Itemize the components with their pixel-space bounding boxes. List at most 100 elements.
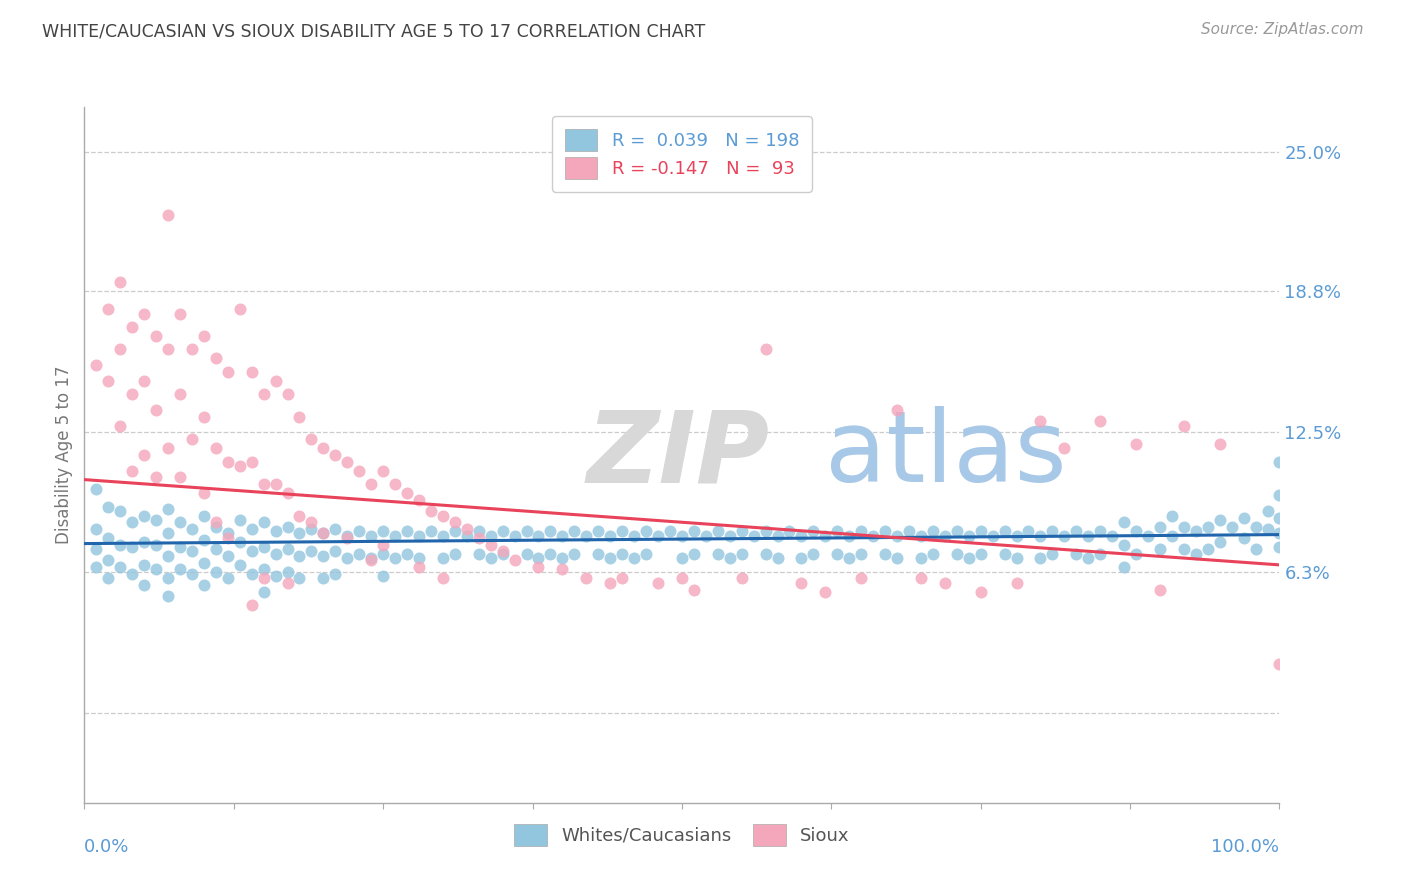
- Point: [1173, 520, 1195, 534]
- Point: [301, 432, 323, 446]
- Text: atlas: atlas: [825, 407, 1067, 503]
- Point: [612, 524, 634, 539]
- Point: [312, 571, 335, 585]
- Point: [169, 470, 191, 484]
- Point: [253, 540, 276, 554]
- Point: [360, 553, 382, 567]
- Point: [349, 524, 371, 539]
- Point: [527, 551, 550, 566]
- Point: [838, 551, 860, 566]
- Point: [217, 455, 239, 469]
- Point: [479, 538, 502, 552]
- Point: [479, 551, 502, 566]
- Point: [264, 477, 287, 491]
- Point: [946, 547, 969, 561]
- Text: ZIP: ZIP: [586, 407, 769, 503]
- Point: [432, 551, 454, 566]
- Point: [181, 522, 204, 536]
- Point: [540, 524, 562, 539]
- Point: [1185, 524, 1208, 539]
- Point: [1137, 529, 1160, 543]
- Point: [360, 551, 382, 566]
- Point: [647, 575, 669, 590]
- Point: [97, 571, 120, 585]
- Point: [264, 374, 287, 388]
- Point: [229, 301, 252, 316]
- Point: [1209, 513, 1232, 527]
- Point: [97, 374, 120, 388]
- Point: [707, 547, 730, 561]
- Point: [922, 524, 945, 539]
- Point: [121, 515, 143, 529]
- Point: [145, 329, 167, 343]
- Point: [731, 571, 754, 585]
- Point: [444, 547, 467, 561]
- Point: [468, 547, 491, 561]
- Point: [277, 387, 299, 401]
- Point: [145, 470, 167, 484]
- Point: [1029, 529, 1052, 543]
- Point: [564, 524, 586, 539]
- Point: [683, 524, 706, 539]
- Point: [253, 584, 276, 599]
- Point: [1209, 535, 1232, 549]
- Point: [612, 571, 634, 585]
- Point: [910, 551, 932, 566]
- Point: [1114, 560, 1136, 574]
- Point: [1268, 510, 1291, 524]
- Point: [86, 542, 108, 557]
- Point: [240, 522, 263, 536]
- Point: [253, 387, 276, 401]
- Point: [121, 566, 143, 581]
- Point: [205, 351, 228, 366]
- Point: [1114, 515, 1136, 529]
- Point: [468, 531, 491, 545]
- Point: [157, 590, 180, 604]
- Point: [1077, 529, 1099, 543]
- Point: [1209, 436, 1232, 450]
- Point: [1268, 540, 1291, 554]
- Point: [731, 547, 754, 561]
- Point: [468, 524, 491, 539]
- Point: [803, 547, 825, 561]
- Point: [1042, 547, 1064, 561]
- Point: [934, 575, 956, 590]
- Point: [994, 524, 1017, 539]
- Point: [1125, 524, 1147, 539]
- Point: [623, 551, 645, 566]
- Point: [132, 535, 156, 549]
- Point: [851, 524, 873, 539]
- Point: [240, 455, 263, 469]
- Point: [301, 522, 323, 536]
- Text: 100.0%: 100.0%: [1212, 838, 1279, 855]
- Point: [875, 524, 897, 539]
- Point: [288, 549, 311, 563]
- Point: [1090, 547, 1112, 561]
- Point: [157, 526, 180, 541]
- Point: [1090, 524, 1112, 539]
- Point: [1268, 455, 1291, 469]
- Point: [683, 582, 706, 597]
- Point: [516, 524, 538, 539]
- Point: [193, 533, 215, 548]
- Point: [527, 560, 550, 574]
- Point: [312, 526, 335, 541]
- Point: [169, 387, 191, 401]
- Point: [551, 562, 574, 576]
- Point: [910, 571, 932, 585]
- Point: [1244, 520, 1267, 534]
- Point: [373, 547, 395, 561]
- Point: [659, 524, 682, 539]
- Point: [432, 529, 454, 543]
- Point: [253, 515, 276, 529]
- Point: [229, 513, 252, 527]
- Point: [325, 448, 347, 462]
- Point: [742, 529, 765, 543]
- Point: [205, 441, 228, 455]
- Point: [132, 306, 156, 320]
- Point: [1233, 531, 1256, 545]
- Point: [1005, 529, 1028, 543]
- Point: [181, 566, 204, 581]
- Point: [683, 547, 706, 561]
- Point: [1268, 526, 1291, 541]
